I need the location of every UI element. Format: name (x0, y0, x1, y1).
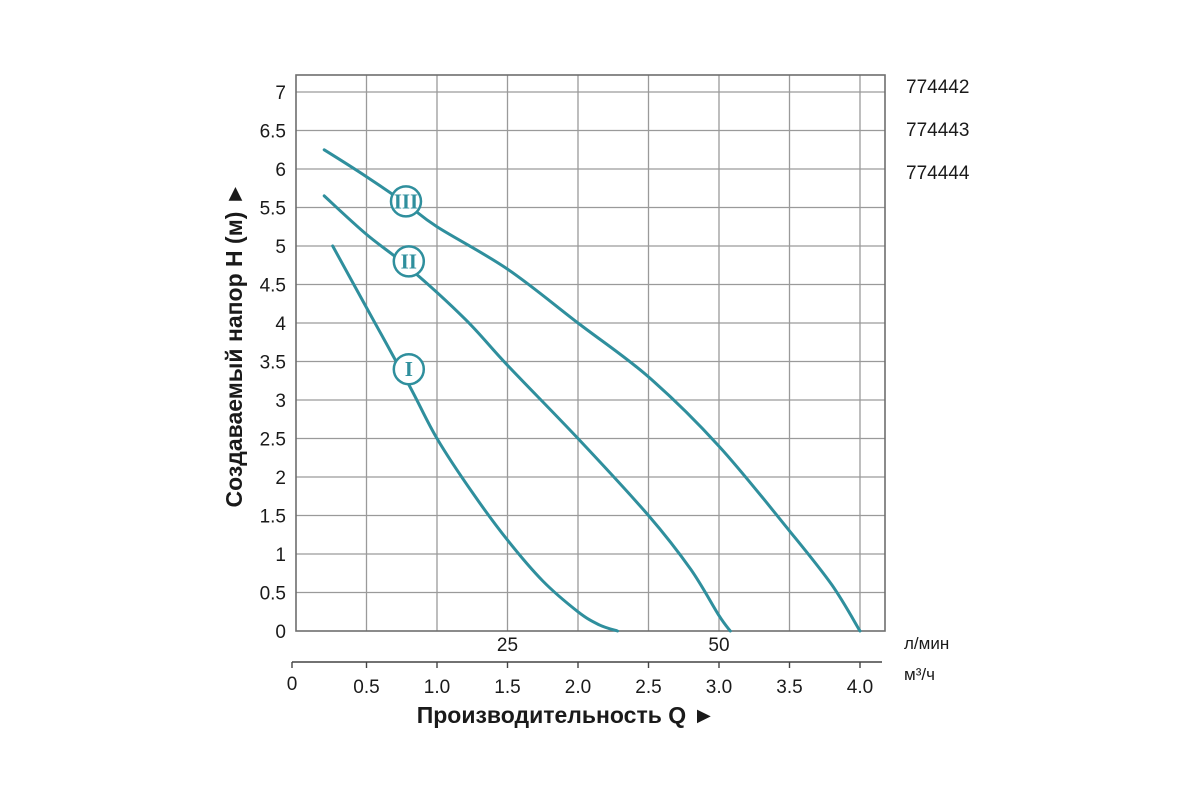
secondary-x-tick-label: 50 (708, 635, 729, 656)
unit-label-m3h: м³/ч (904, 665, 935, 684)
y-tick-label: 5.5 (260, 199, 286, 220)
x-tick-label: 0.5 (353, 677, 379, 698)
y-tick-label: 7 (275, 83, 286, 104)
x-tick-label: 2.0 (565, 677, 591, 698)
y-tick-label: 2.5 (260, 430, 286, 451)
unit-label-lmin: л/мин (904, 634, 949, 653)
curve-ii (322, 194, 732, 633)
curve-marker-label: III (394, 189, 419, 213)
model-label-774442: 774442 (906, 77, 969, 98)
x-tick-label: 1.0 (424, 677, 450, 698)
curve-marker-circle (392, 352, 426, 386)
x-axis-ticks: 0 0.5 1.0 1.5 2.0 2.5 3.0 3.5 4.0 (287, 674, 874, 698)
secondary-x-tick-label: 25 (497, 635, 518, 656)
x-tick-label: 1.5 (494, 677, 520, 698)
y-tick-label: 5 (275, 237, 286, 258)
curve-marker-circle (389, 185, 423, 218)
y-tick-label: 4 (275, 314, 286, 335)
x-tick-label: 3.0 (706, 677, 732, 698)
x-tick-label: 2.5 (635, 677, 661, 698)
x-tick-label: 3.5 (776, 677, 802, 698)
y-tick-label: 6 (275, 160, 286, 181)
curve-i (331, 244, 619, 633)
performance-curves (322, 148, 862, 633)
curve-marker-circle (392, 245, 426, 278)
model-label-774444: 774444 (906, 163, 970, 184)
curve-iii (322, 148, 862, 633)
model-label-774443: 774443 (906, 120, 969, 141)
y-tick-label: 3 (275, 391, 286, 412)
y-tick-label: 3.5 (260, 353, 286, 374)
x-tick-label: 4.0 (847, 677, 873, 698)
y-tick-label: 2 (275, 468, 286, 489)
y-tick-label: 0.5 (260, 584, 286, 605)
x-axis (291, 661, 882, 668)
curve-marker-label: II (401, 249, 417, 273)
y-tick-label: 0 (275, 622, 286, 643)
y-tick-label: 4.5 (260, 276, 286, 297)
curve-marker-label: I (405, 357, 413, 381)
x-axis-title: Производительность Q ► (417, 702, 716, 728)
plot-frame (295, 74, 886, 632)
y-tick-label: 1 (275, 545, 286, 566)
y-tick-label: 1.5 (260, 507, 286, 528)
y-axis-ticks: 0 0.5 1 1.5 2 2.5 3 3.5 4 4.5 5 5.5 6 6.5 7 (260, 83, 287, 643)
secondary-x-axis-ticks: 25 50 (497, 635, 730, 656)
y-tick-label: 6.5 (260, 122, 286, 143)
grid-lines (296, 75, 885, 631)
x-tick-label-origin: 0 (287, 674, 298, 695)
y-axis-title: Создаваемый напор H (м) ► (221, 182, 247, 507)
